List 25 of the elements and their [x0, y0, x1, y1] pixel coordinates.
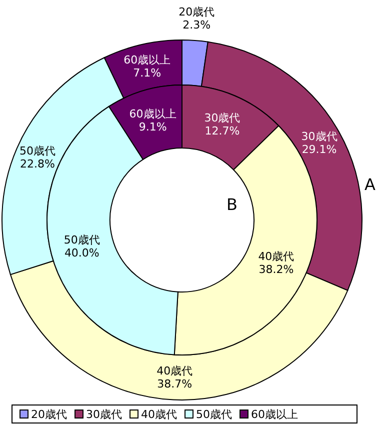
data-label: 38.7%	[157, 377, 192, 390]
slice-label: 30歳代	[204, 112, 240, 125]
slice-label: 60歳以上	[124, 53, 171, 66]
slice-label: 30歳代	[301, 130, 338, 143]
slice-label: 50歳代	[19, 144, 56, 158]
data-label: 7.1%	[133, 66, 162, 80]
data-label: 38.2%	[258, 262, 294, 276]
slice-label: A	[364, 175, 376, 194]
slice-label: 40歳代	[258, 250, 294, 263]
data-label: 22.8%	[20, 157, 55, 170]
slice-label: 40歳代	[156, 364, 193, 378]
legend-label: 60歳以上	[251, 408, 298, 421]
slice-label: B	[226, 195, 238, 214]
data-label: 9.1%	[138, 120, 167, 134]
data-label: 2.3%	[182, 18, 211, 32]
legend-label: 20歳代	[31, 408, 67, 421]
slice-label: 20歳代	[178, 6, 215, 19]
legend-label: 30歳代	[86, 408, 122, 421]
slice-label: 60歳以上	[129, 108, 176, 121]
data-label: 12.7%	[204, 124, 240, 138]
data-label: 29.1%	[302, 142, 337, 156]
legend-label: 50歳代	[196, 408, 232, 421]
legend-label: 40歳代	[141, 408, 177, 421]
slice-label: 50歳代	[64, 233, 100, 246]
data-label: 40.0%	[64, 246, 100, 260]
